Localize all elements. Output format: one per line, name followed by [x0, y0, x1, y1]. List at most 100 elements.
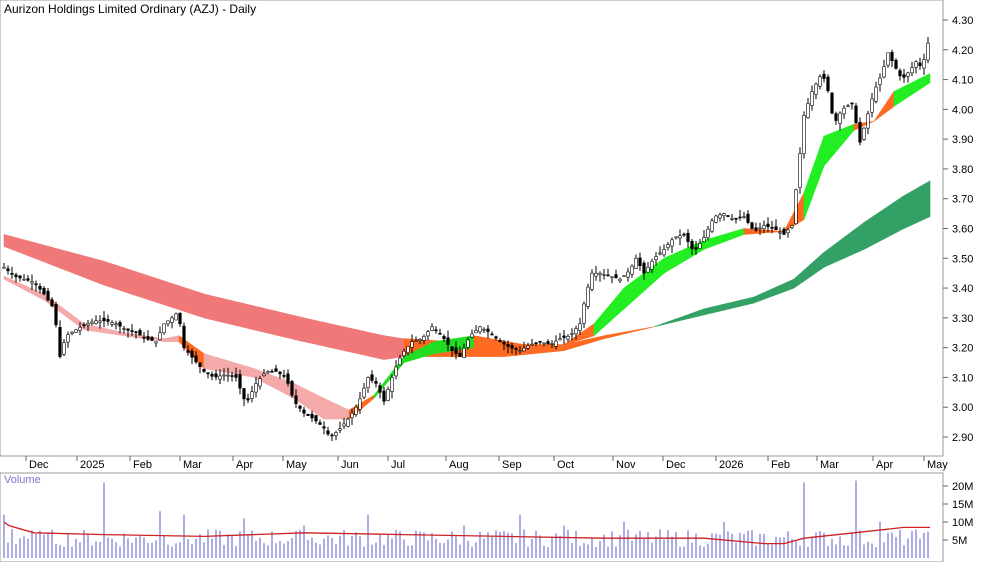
price-tick-label: 3.50 [952, 253, 973, 265]
candle-body [130, 330, 134, 332]
volume-bar [419, 531, 421, 558]
candle-body [782, 228, 786, 235]
volume-bar [471, 546, 473, 558]
candle-body [434, 329, 438, 332]
candle-body [714, 215, 718, 223]
candle-body [878, 77, 882, 85]
candle-body [414, 340, 418, 342]
candle-body [622, 275, 626, 277]
candle-body [498, 340, 502, 342]
candle-body [370, 374, 374, 381]
price-tick-label: 3.90 [952, 134, 973, 146]
candle-body [838, 112, 842, 124]
volume-bar [407, 545, 409, 558]
volume-bar [191, 544, 193, 558]
volume-bar [295, 530, 297, 558]
candle-body [506, 344, 510, 347]
candle-body [342, 423, 346, 427]
volume-bar [23, 536, 25, 558]
candle-body [298, 405, 302, 409]
candle-body [762, 225, 766, 230]
volume-bar [43, 534, 45, 558]
x-tick-label: 2025 [80, 459, 104, 471]
candle-body [610, 276, 614, 279]
candle-body [102, 317, 106, 322]
candle-body [502, 341, 506, 345]
volume-bar [779, 537, 781, 558]
volume-bar [427, 540, 429, 558]
volume-bar [835, 544, 837, 558]
candle-body [758, 227, 762, 230]
volume-bar [391, 538, 393, 558]
candle-body [26, 278, 30, 281]
candle-body [534, 342, 538, 345]
candle-body [458, 352, 462, 357]
volume-bar [695, 533, 697, 558]
candle-body [322, 426, 326, 429]
candle-body [646, 266, 650, 273]
candle-body [74, 329, 78, 333]
volume-bar [895, 537, 897, 558]
candle-body [82, 324, 86, 326]
volume-bar [575, 530, 577, 558]
candle-body [550, 343, 554, 345]
candle-body [870, 98, 874, 113]
volume-bar [455, 536, 457, 558]
candle-body [842, 107, 846, 115]
volume-bar [435, 538, 437, 558]
candle-body [422, 336, 426, 341]
volume-bar [103, 482, 105, 558]
volume-bar [311, 537, 313, 558]
volume-bar [51, 529, 53, 558]
volume-bar [475, 542, 477, 558]
volume-bar [123, 533, 125, 558]
candle-body [350, 412, 354, 419]
candle-body [106, 319, 110, 322]
candle-body [310, 413, 314, 419]
candle-body [866, 113, 870, 129]
volume-bar [219, 530, 221, 558]
volume-bar [451, 531, 453, 558]
candle-body [514, 348, 518, 350]
candle-body [602, 274, 606, 276]
volume-bar [811, 536, 813, 558]
volume-bar [483, 538, 485, 558]
candle-body [438, 333, 442, 335]
candle-body [314, 415, 318, 422]
candle-body [686, 232, 690, 242]
candle-body [250, 391, 254, 399]
volume-bar [635, 534, 637, 558]
candle-body [818, 76, 822, 87]
x-axis: Dec 2025 Feb Mar Apr May Jun Jul Aug Sep Oct Nov Dec… [25, 456, 948, 471]
volume-bar [851, 532, 853, 558]
candle-body [658, 252, 662, 255]
candle-body [94, 320, 98, 324]
price-panel: Aurizon Holdings Limited Ordinary (AZJ) … [0, 0, 944, 457]
volume-bar [279, 540, 281, 558]
volume-bar [583, 543, 585, 558]
volume-bar [903, 545, 905, 558]
candle-body [230, 375, 234, 377]
candle-body [330, 434, 334, 437]
volume-bar [783, 537, 785, 558]
candle-body [178, 312, 182, 325]
volume-bar [179, 542, 181, 558]
candle-body [710, 220, 714, 232]
candle-body [394, 366, 398, 377]
volume-bar [155, 540, 157, 558]
volume-bar [171, 546, 173, 558]
volume-bar [143, 537, 145, 558]
candle-body [674, 236, 678, 239]
volume-bar [631, 540, 633, 558]
volume-bar [211, 538, 213, 558]
volume-tick-label: 5M [952, 535, 967, 547]
x-tick-label: Nov [616, 459, 636, 471]
volume-bar [531, 538, 533, 558]
price-tick-label: 3.10 [952, 372, 973, 384]
candle-body [266, 371, 270, 374]
candle-body [238, 374, 242, 389]
volume-bar [159, 511, 161, 558]
candle-body [66, 334, 70, 343]
candle-body [538, 341, 542, 343]
volume-bar [567, 529, 569, 558]
